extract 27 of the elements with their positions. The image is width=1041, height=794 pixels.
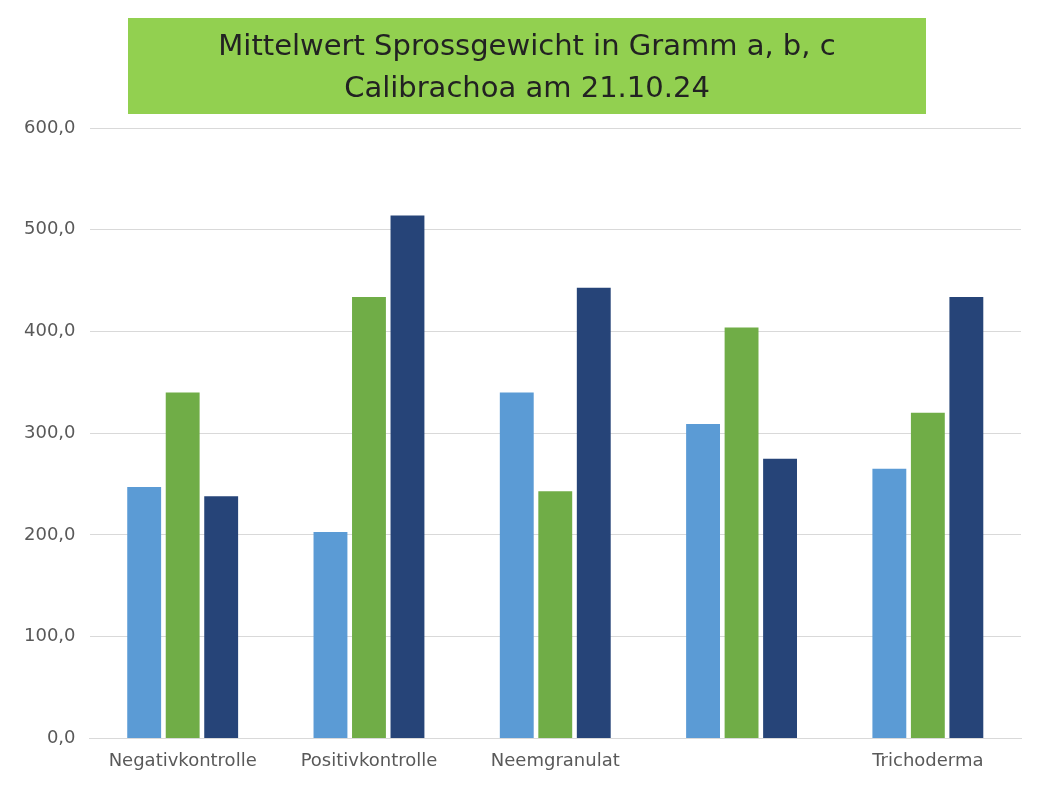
x-tick-label: Trichoderma bbox=[871, 748, 984, 770]
y-tick-label: 100,0 bbox=[24, 624, 76, 646]
bar bbox=[724, 327, 759, 738]
bar bbox=[165, 392, 200, 738]
bar bbox=[352, 296, 386, 738]
y-tick-label: 500,0 bbox=[24, 217, 76, 239]
bar bbox=[910, 412, 945, 738]
x-tick-label: Negativkontrolle bbox=[108, 748, 257, 770]
y-tick-label: 600,0 bbox=[24, 115, 76, 137]
bar bbox=[538, 491, 573, 738]
bar bbox=[686, 424, 720, 738]
bar bbox=[576, 287, 611, 738]
bar bbox=[127, 487, 162, 738]
y-tick-label: 400,0 bbox=[24, 319, 76, 341]
bar bbox=[763, 458, 797, 738]
bar bbox=[390, 215, 425, 738]
bar bbox=[204, 496, 239, 738]
bar bbox=[499, 392, 534, 738]
bar bbox=[872, 468, 907, 738]
x-tick-label: Neemgranulat bbox=[490, 748, 620, 770]
x-tick-label: Positivkontrolle bbox=[300, 748, 438, 770]
y-tick-label: 0,0 bbox=[46, 726, 76, 748]
bar bbox=[313, 531, 348, 738]
y-tick-label: 300,0 bbox=[24, 420, 76, 442]
chart-title: Mittelwert Sprossgewicht in Gramm a, b, c Calibrachoa am 21.10.24 bbox=[128, 18, 926, 114]
y-tick-label: 200,0 bbox=[24, 522, 76, 544]
bar bbox=[949, 296, 984, 738]
